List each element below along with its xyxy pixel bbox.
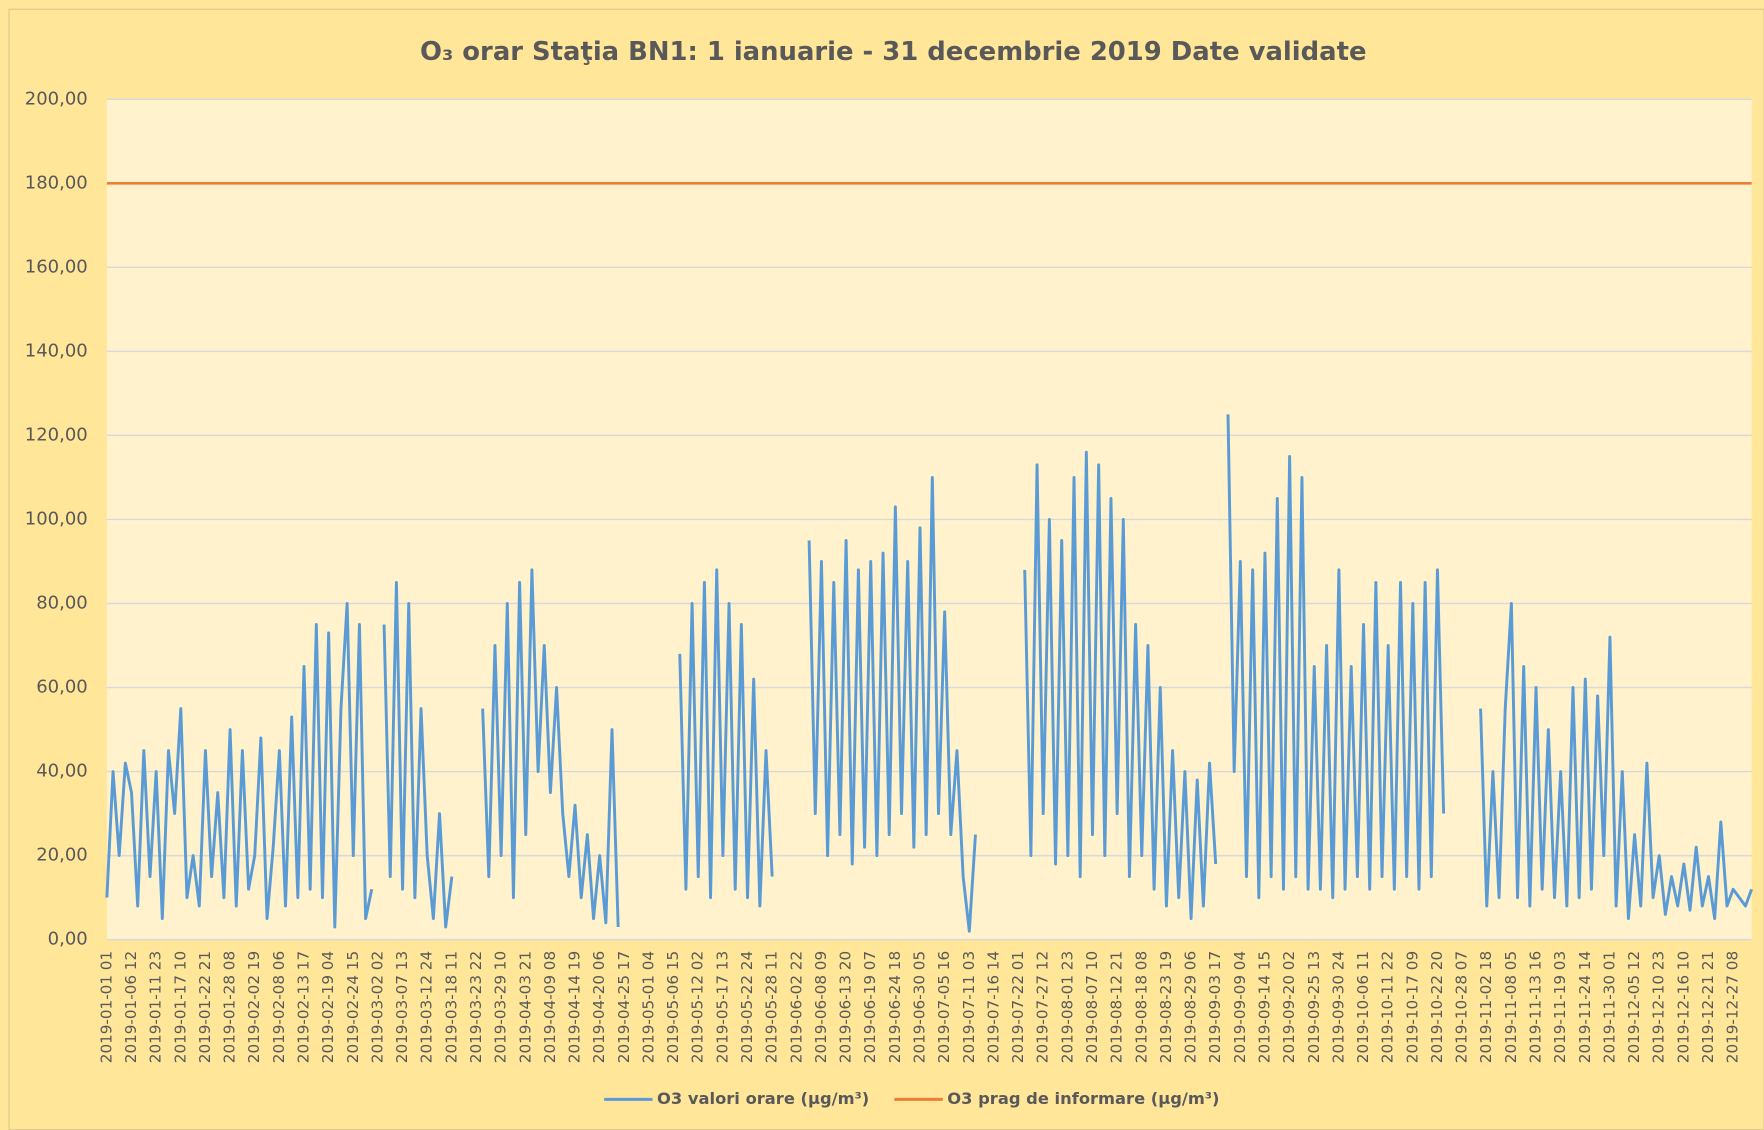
y-tick-label: 120,00 — [25, 424, 88, 445]
y-tick-label: 80,00 — [36, 592, 88, 613]
x-tick-label: 2019-01-22 21 — [196, 951, 214, 1063]
lines — [105, 181, 1753, 933]
x-tick-label: 2019-07-16 14 — [984, 951, 1002, 1063]
x-tick-label: 2019-07-27 12 — [1034, 951, 1052, 1063]
legend-label: O3 prag de informare (µg/m³) — [947, 1089, 1219, 1108]
x-tick-label: 2019-03-29 10 — [492, 951, 510, 1063]
x-tick-label: 2019-05-01 04 — [639, 951, 657, 1063]
x-tick-label: 2019-09-20 02 — [1280, 951, 1298, 1063]
x-tick-label: 2019-12-16 10 — [1674, 951, 1692, 1063]
x-tick-label: 2019-12-05 12 — [1625, 951, 1643, 1063]
y-tick-label: 180,00 — [25, 172, 88, 193]
y-tick-label: 100,00 — [25, 508, 88, 529]
x-tick-label: 2019-02-02 19 — [245, 951, 263, 1063]
y-tick-label: 40,00 — [36, 761, 88, 782]
grid: 0,00 20,00 40,00 60,00 80,00 100,00 120,00 140,… — [25, 88, 1752, 950]
x-tick-label: 2019-08-23 19 — [1157, 951, 1175, 1063]
x-tick-label: 2019-06-24 18 — [886, 951, 904, 1063]
x-tick-label: 2019-11-02 18 — [1477, 951, 1495, 1063]
y-tick-label: 20,00 — [36, 845, 88, 866]
legend: O3 valori orare (µg/m³) O3 prag de inform… — [604, 1089, 1219, 1108]
y-tick-label: 140,00 — [25, 340, 88, 361]
x-tick-label: 2019-03-02 02 — [368, 951, 386, 1063]
x-tick-label: 2019-04-20 06 — [590, 951, 608, 1063]
x-tick-label: 2019-07-05 16 — [935, 951, 953, 1063]
x-tick-label: 2019-03-18 11 — [442, 951, 460, 1063]
x-tick-label: 2019-08-01 23 — [1058, 951, 1076, 1063]
x-tick-label: 2019-05-06 15 — [664, 951, 682, 1063]
x-tick-label: 2019-05-28 11 — [763, 951, 781, 1063]
y-tick-label: 160,00 — [25, 256, 88, 277]
x-tick-label: 2019-12-10 23 — [1650, 951, 1668, 1063]
x-tick-label: 2019-08-07 10 — [1083, 951, 1101, 1063]
y-tick-label: 0,00 — [48, 929, 88, 950]
x-tick-label: 2019-11-08 05 — [1502, 951, 1520, 1063]
x-tick-label: 2019-06-30 05 — [911, 951, 929, 1063]
x-tick-label: 2019-07-11 03 — [960, 951, 978, 1063]
x-tick-label: 2019-11-30 01 — [1600, 951, 1618, 1063]
x-tick-label: 2019-04-14 19 — [566, 951, 584, 1063]
x-tick-label: 2019-01-17 10 — [171, 951, 189, 1063]
x-tick-label: 2019-02-13 17 — [294, 951, 312, 1063]
x-tick-label: 2019-03-07 13 — [393, 951, 411, 1063]
x-tick-label: 2019-06-13 20 — [837, 951, 855, 1063]
legend-label: O3 valori orare (µg/m³) — [657, 1089, 869, 1108]
x-tick-label: 2019-03-23 22 — [467, 951, 485, 1063]
x-tick-label: 2019-01-06 12 — [122, 951, 140, 1063]
x-tick-label: 2019-09-03 17 — [1206, 951, 1224, 1063]
x-tick-label: 2019-05-17 13 — [713, 951, 731, 1063]
x-tick-label: 2019-03-12 24 — [418, 951, 436, 1063]
x-tick-label: 2019-10-11 22 — [1379, 951, 1397, 1063]
x-tick-label: 2019-08-29 06 — [1182, 951, 1200, 1063]
series-line — [105, 414, 1753, 933]
x-tick-label: 2019-09-14 15 — [1255, 951, 1273, 1063]
x-tick-label: 2019-02-24 15 — [344, 951, 362, 1063]
x-tick-label: 2019-04-03 21 — [516, 951, 534, 1063]
x-tick-label: 2019-09-25 13 — [1305, 951, 1323, 1063]
x-tick-label: 2019-10-28 07 — [1453, 951, 1471, 1063]
x-tick-label: 2019-10-22 20 — [1428, 951, 1446, 1063]
x-tick-label: 2019-12-21 21 — [1699, 951, 1717, 1063]
x-tick-label: 2019-09-30 24 — [1329, 951, 1347, 1063]
x-tick-label: 2019-02-08 06 — [270, 951, 288, 1063]
x-tick-label: 2019-01-11 23 — [147, 951, 165, 1063]
x-tick-label: 2019-11-13 16 — [1527, 951, 1545, 1063]
x-tick-label: 2019-09-09 04 — [1231, 951, 1249, 1063]
x-tick-label: 2019-10-17 09 — [1403, 951, 1421, 1063]
x-tick-label: 2019-05-12 02 — [689, 951, 707, 1063]
x-tick-label: 2019-06-08 09 — [812, 951, 830, 1063]
x-tick-label: 2019-08-12 21 — [1108, 951, 1126, 1063]
x-axis-labels: 2019-01-01 01 2019-01-06 12 2019-01-11 23 2… — [97, 951, 1741, 1063]
x-tick-label: 2019-04-25 17 — [615, 951, 633, 1063]
y-tick-label: 200,00 — [25, 88, 88, 109]
y-tick-label: 60,00 — [36, 677, 88, 698]
x-tick-label: 2019-06-19 07 — [861, 951, 879, 1063]
x-tick-label: 2019-02-19 04 — [319, 951, 337, 1063]
x-tick-label: 2019-08-18 08 — [1132, 951, 1150, 1063]
x-tick-label: 2019-06-02 22 — [787, 951, 805, 1063]
chart-title: O₃ orar Staţia BN1: 1 ianuarie - 31 dece… — [420, 37, 1367, 67]
x-tick-label: 2019-11-19 03 — [1551, 951, 1569, 1063]
x-tick-label: 2019-07-22 01 — [1009, 951, 1027, 1063]
x-tick-label: 2019-01-01 01 — [97, 951, 115, 1063]
x-tick-label: 2019-04-09 08 — [541, 951, 559, 1063]
x-tick-label: 2019-05-22 24 — [738, 951, 756, 1063]
x-tick-label: 2019-11-24 14 — [1576, 951, 1594, 1063]
x-tick-label: 2019-10-06 11 — [1354, 951, 1372, 1063]
x-tick-label: 2019-12-27 08 — [1724, 951, 1742, 1063]
x-tick-label: 2019-01-28 08 — [221, 951, 239, 1063]
